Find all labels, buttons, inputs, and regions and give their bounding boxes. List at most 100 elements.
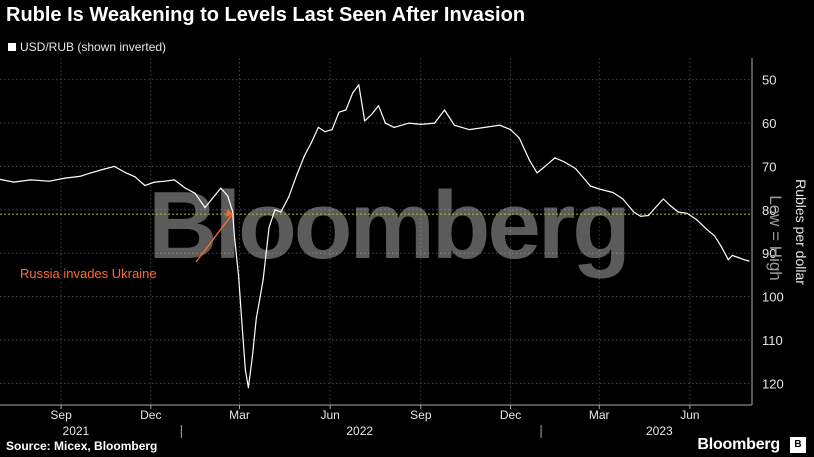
data-point xyxy=(90,172,92,174)
data-point xyxy=(288,196,290,198)
data-point xyxy=(227,195,229,197)
year-label: 2021 xyxy=(63,424,90,438)
x-tick-label: Dec xyxy=(140,408,161,422)
legend-label: USD/RUB (shown inverted) xyxy=(20,40,167,54)
y-tick-label: 110 xyxy=(762,333,783,348)
data-point xyxy=(731,254,733,256)
x-tick-label: Jun xyxy=(680,408,699,422)
data-point xyxy=(113,165,115,167)
data-point xyxy=(633,211,635,213)
data-point xyxy=(232,210,234,213)
data-point xyxy=(345,109,347,111)
data-point xyxy=(748,260,750,262)
data-point xyxy=(144,184,146,187)
data-point xyxy=(737,256,739,259)
y-tick-label: 100 xyxy=(762,290,784,305)
data-point xyxy=(528,159,530,161)
data-point xyxy=(358,84,360,86)
data-point xyxy=(677,211,679,213)
data-point xyxy=(0,178,1,180)
data-point xyxy=(598,188,600,190)
data-point xyxy=(499,124,501,126)
legend: USD/RUB (shown inverted) xyxy=(8,40,166,54)
data-point xyxy=(640,215,642,217)
y-tick-label: 120 xyxy=(762,376,784,391)
data-point xyxy=(434,122,436,124)
data-point xyxy=(662,198,664,200)
data-point xyxy=(30,179,32,181)
data-point xyxy=(654,207,657,209)
data-point xyxy=(103,168,106,170)
data-point xyxy=(384,122,386,124)
data-point xyxy=(727,259,729,261)
data-point xyxy=(518,137,521,139)
y-axis-subtitle: Low = High xyxy=(766,195,785,281)
data-point xyxy=(669,204,671,207)
data-point xyxy=(544,165,546,167)
data-point xyxy=(247,387,249,389)
data-point xyxy=(509,129,512,131)
data-point xyxy=(64,177,66,179)
data-point xyxy=(364,120,366,122)
chart-title: Ruble Is Weakening to Levels Last Seen A… xyxy=(6,4,526,26)
data-point xyxy=(79,175,81,177)
annotation-arrow-head xyxy=(225,208,233,217)
annotation-label: Russia invades Ukraine xyxy=(20,266,157,281)
y-tick-label: 60 xyxy=(762,116,776,131)
data-point xyxy=(184,187,186,189)
data-point xyxy=(720,246,723,248)
data-point xyxy=(371,113,373,115)
bloomberg-mark-icon: B xyxy=(790,437,806,453)
data-point xyxy=(554,157,556,159)
data-point xyxy=(268,226,270,228)
x-tick-label: Sep xyxy=(410,408,432,422)
data-point xyxy=(274,209,276,211)
data-point xyxy=(317,126,319,128)
data-point xyxy=(296,174,298,176)
bloomberg-logo: Bloomberg xyxy=(697,436,780,453)
x-tick-label: Dec xyxy=(500,408,521,422)
data-point xyxy=(259,296,261,298)
y-axis-title: Rubles per dollar xyxy=(793,179,809,285)
data-point xyxy=(338,111,340,113)
data-point xyxy=(564,161,566,163)
data-point xyxy=(408,122,410,124)
data-point xyxy=(589,185,592,187)
data-point xyxy=(686,212,688,214)
x-tick-label: Sep xyxy=(50,408,72,422)
data-point xyxy=(622,198,624,200)
y-tick-label: 90 xyxy=(762,246,776,261)
x-tick-label: Mar xyxy=(229,408,250,422)
data-point xyxy=(612,191,614,194)
y-tick-label: 70 xyxy=(762,159,776,174)
data-point xyxy=(303,155,306,157)
data-point xyxy=(237,274,240,276)
year-label: 2023 xyxy=(646,424,673,438)
x-tick-label: Jun xyxy=(320,408,339,422)
data-point xyxy=(164,180,166,182)
data-point xyxy=(48,180,50,182)
data-point xyxy=(244,369,246,371)
data-point xyxy=(262,278,264,280)
data-point xyxy=(468,129,470,131)
data-point xyxy=(377,105,380,107)
data-point xyxy=(743,259,745,261)
y-tick-label: 50 xyxy=(762,73,776,88)
x-tick-label: Mar xyxy=(589,408,610,422)
data-point xyxy=(134,176,136,178)
data-point xyxy=(453,124,455,126)
legend-swatch xyxy=(8,43,16,51)
data-point xyxy=(696,219,698,221)
data-point xyxy=(420,123,422,125)
data-point xyxy=(647,214,650,217)
data-point xyxy=(484,126,486,128)
source-note: Source: Micex, Bloomberg xyxy=(6,439,158,453)
y-tick-label: 80 xyxy=(762,203,776,218)
data-point xyxy=(251,356,253,358)
data-point xyxy=(331,129,333,131)
data-point xyxy=(706,228,708,230)
watermark: Bloomberg xyxy=(148,172,628,279)
data-point xyxy=(241,330,244,332)
annotation-arrow-line xyxy=(195,213,234,263)
